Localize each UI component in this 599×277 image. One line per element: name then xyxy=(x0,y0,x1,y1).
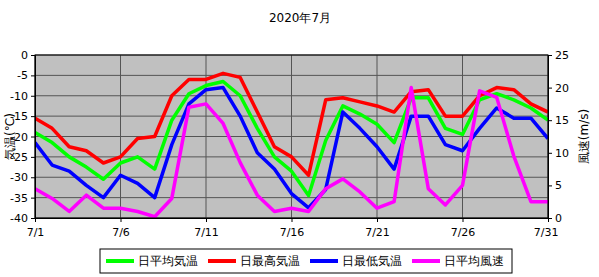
tick-mark xyxy=(31,75,35,76)
tick: 0 xyxy=(548,212,562,225)
tick: 25 xyxy=(548,49,569,62)
tick: 7/26 xyxy=(451,218,476,239)
legend-label: 日平均風速 xyxy=(444,254,504,268)
tick: -35 xyxy=(10,192,35,205)
tick-mark xyxy=(31,157,35,158)
legend-swatch xyxy=(106,259,134,263)
tick: -40 xyxy=(10,212,35,225)
y2-axis: 0 5 10 15 20 25 xyxy=(548,49,569,225)
tick-mark xyxy=(31,218,35,219)
tick-label: 20 xyxy=(555,82,569,95)
legend-swatch xyxy=(412,259,440,263)
tick-mark xyxy=(377,218,378,222)
tick-label: 7/26 xyxy=(451,226,476,239)
tick: 15 xyxy=(548,114,569,127)
tick: 5 xyxy=(548,179,562,192)
tick-mark xyxy=(548,185,552,186)
y2-axis-title: 風速(m/s) xyxy=(577,109,591,164)
axis-line xyxy=(36,219,549,223)
tick-label: -10 xyxy=(10,90,28,103)
tick-label: -35 xyxy=(10,192,28,205)
legend: 日平均気温 日最高気温 日最低気温 日平均風速 xyxy=(100,249,512,273)
tick-mark xyxy=(206,218,207,222)
grid-line-x xyxy=(462,55,463,218)
tick-mark xyxy=(548,55,552,56)
tick-label: 7/11 xyxy=(194,226,219,239)
tick-mark xyxy=(31,116,35,117)
grid-line-x xyxy=(120,55,121,218)
tick-mark xyxy=(31,137,35,138)
tick-mark xyxy=(292,218,293,222)
tick-label: 7/6 xyxy=(112,226,130,239)
tick-label: 0 xyxy=(21,49,28,62)
tick-mark xyxy=(31,198,35,199)
tick-mark xyxy=(31,55,35,56)
tick: 10 xyxy=(548,147,569,160)
tick: 0 xyxy=(21,49,35,62)
tick-label: -30 xyxy=(10,171,28,184)
tick-label: 7/16 xyxy=(280,226,305,239)
plot-background xyxy=(35,55,548,218)
tick-mark xyxy=(548,120,552,121)
tick: -5 xyxy=(17,69,35,82)
x-axis: 7/1 7/6 7/11 7/16 7/21 7/26 7/31 xyxy=(27,218,559,239)
tick-mark xyxy=(31,177,35,178)
tick-label: 15 xyxy=(555,114,569,127)
plot-frame xyxy=(35,55,548,218)
legend-label: 日最高気温 xyxy=(240,254,300,268)
y-axis-title: 気温(℃) xyxy=(3,113,17,160)
grid xyxy=(35,55,548,218)
tick-mark xyxy=(548,88,552,89)
axis-line xyxy=(549,56,553,219)
series-line xyxy=(35,73,548,175)
tick: 7/6 xyxy=(112,218,130,239)
legend-swatch xyxy=(310,259,338,263)
tick-mark xyxy=(548,153,552,154)
legend-label: 日平均気温 xyxy=(138,254,198,268)
tick-mark xyxy=(121,218,122,222)
tick-label: 7/1 xyxy=(27,226,45,239)
tick-mark xyxy=(463,218,464,222)
tick: 7/11 xyxy=(194,218,219,239)
tick: -30 xyxy=(10,171,35,184)
legend-swatch xyxy=(208,259,236,263)
legend-box xyxy=(100,249,512,273)
axis-line xyxy=(31,56,36,219)
tick-label: 25 xyxy=(555,49,569,62)
tick-label: 10 xyxy=(555,147,569,160)
tick-label: 7/31 xyxy=(534,226,559,239)
tick-label: -40 xyxy=(10,212,28,225)
tick-mark xyxy=(548,218,552,219)
grid-line-x xyxy=(377,55,378,218)
tick: 7/21 xyxy=(365,218,390,239)
tick: -10 xyxy=(10,90,35,103)
series-line xyxy=(35,88,548,217)
tick-label: -5 xyxy=(17,69,28,82)
tick-label: 0 xyxy=(555,212,562,225)
tick: 20 xyxy=(548,82,569,95)
tick-mark xyxy=(31,96,35,97)
legend-label: 日最低気温 xyxy=(342,254,402,268)
tick: 7/16 xyxy=(280,218,305,239)
chart: 2020年7月 7/1 7/6 7/11 7/16 7/21 7/26 7/31 -40 -35 -… xyxy=(0,0,599,277)
series-group xyxy=(35,73,548,216)
title: 2020年7月 xyxy=(269,11,331,25)
tick: 7/1 xyxy=(27,218,45,239)
tick-label: 7/21 xyxy=(365,226,390,239)
tick-label: 5 xyxy=(555,179,562,192)
